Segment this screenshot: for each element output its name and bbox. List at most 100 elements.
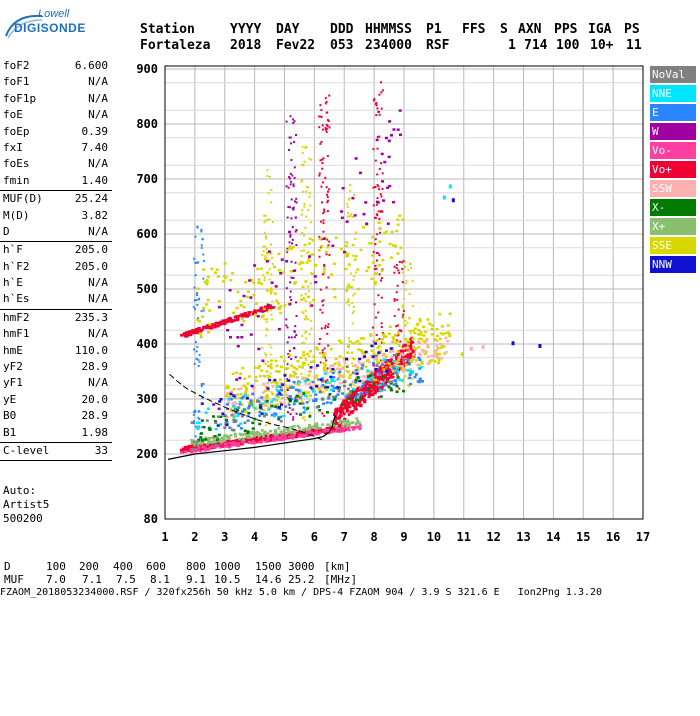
data-point <box>345 220 349 223</box>
data-point <box>435 327 439 331</box>
data-point <box>314 423 318 427</box>
data-point <box>419 366 423 369</box>
data-point <box>293 347 296 350</box>
data-point <box>292 183 295 186</box>
data-point <box>292 118 295 121</box>
data-point <box>251 427 255 430</box>
data-point <box>309 271 312 274</box>
data-point <box>417 333 421 336</box>
data-point <box>295 229 298 232</box>
data-point <box>199 334 203 338</box>
data-point <box>236 438 240 442</box>
data-point <box>287 403 291 406</box>
y-tick-label: 800 <box>136 117 158 131</box>
data-point <box>383 388 387 392</box>
parameter-value: 1.98 <box>81 425 109 439</box>
data-point <box>393 363 397 367</box>
data-point <box>354 341 357 344</box>
data-point <box>258 438 262 442</box>
data-point <box>317 249 321 252</box>
data-point <box>324 127 327 130</box>
data-point <box>323 208 326 211</box>
data-point <box>437 361 441 365</box>
data-point <box>204 303 208 306</box>
data-point <box>242 319 246 323</box>
data-point <box>266 218 269 221</box>
data-point <box>335 421 339 425</box>
data-point <box>294 396 297 399</box>
data-point <box>371 326 374 329</box>
data-point <box>343 361 347 365</box>
data-point <box>435 352 439 355</box>
data-point <box>323 347 326 350</box>
data-point <box>403 367 407 370</box>
data-point <box>267 395 270 398</box>
data-point <box>418 367 422 370</box>
data-point <box>377 311 380 314</box>
data-point <box>236 344 240 348</box>
data-point <box>328 188 331 191</box>
data-point <box>275 403 279 406</box>
data-point <box>263 276 266 279</box>
data-point <box>277 416 281 419</box>
data-point <box>390 362 394 366</box>
data-point <box>204 326 208 330</box>
data-point <box>345 405 349 408</box>
data-point <box>380 81 383 84</box>
x-tick-label: 8 <box>371 530 378 544</box>
data-point <box>296 394 300 398</box>
data-point <box>392 338 396 341</box>
data-point <box>338 421 342 425</box>
data-point <box>282 430 286 434</box>
data-point <box>307 242 311 245</box>
data-point <box>399 362 403 365</box>
data-point <box>195 357 198 360</box>
data-point <box>376 173 379 176</box>
data-point <box>265 318 268 321</box>
data-point <box>255 400 259 403</box>
data-point <box>191 331 195 335</box>
data-point <box>368 377 372 380</box>
data-point <box>334 236 338 239</box>
data-point <box>370 389 374 393</box>
data-point <box>256 309 260 312</box>
data-point <box>378 383 382 387</box>
data-point <box>322 230 325 233</box>
data-point <box>307 405 310 408</box>
data-point <box>337 387 341 391</box>
data-point <box>309 260 312 263</box>
data-point <box>226 440 230 444</box>
data-point <box>402 297 405 300</box>
data-point <box>334 429 338 433</box>
data-point <box>343 405 347 409</box>
parameter-separator <box>0 190 112 192</box>
data-point <box>213 271 217 274</box>
data-point <box>263 389 267 393</box>
header-values-row: Fortaleza 2018 Fev22 053 234000 RSF 1 71… <box>140 38 642 218</box>
data-point <box>380 385 384 389</box>
data-point <box>243 408 247 411</box>
data-point <box>388 120 392 123</box>
data-point <box>193 299 196 302</box>
data-point <box>192 410 195 413</box>
data-point <box>333 419 337 422</box>
data-point <box>366 377 370 381</box>
data-point <box>324 363 328 367</box>
data-point <box>304 293 307 296</box>
data-point <box>374 280 378 284</box>
data-point <box>208 322 212 326</box>
profile-solid-line <box>167 415 336 460</box>
data-point <box>351 254 354 257</box>
data-point <box>286 216 289 219</box>
data-point <box>393 299 396 302</box>
data-point <box>238 402 242 406</box>
data-point <box>196 317 199 320</box>
data-point <box>294 230 297 233</box>
data-point <box>345 251 348 254</box>
data-point <box>318 255 321 258</box>
data-point <box>347 344 351 348</box>
data-point <box>263 214 266 217</box>
data-point <box>301 366 305 369</box>
parameter-row: C-level 33 <box>0 443 112 459</box>
data-point <box>279 365 283 369</box>
